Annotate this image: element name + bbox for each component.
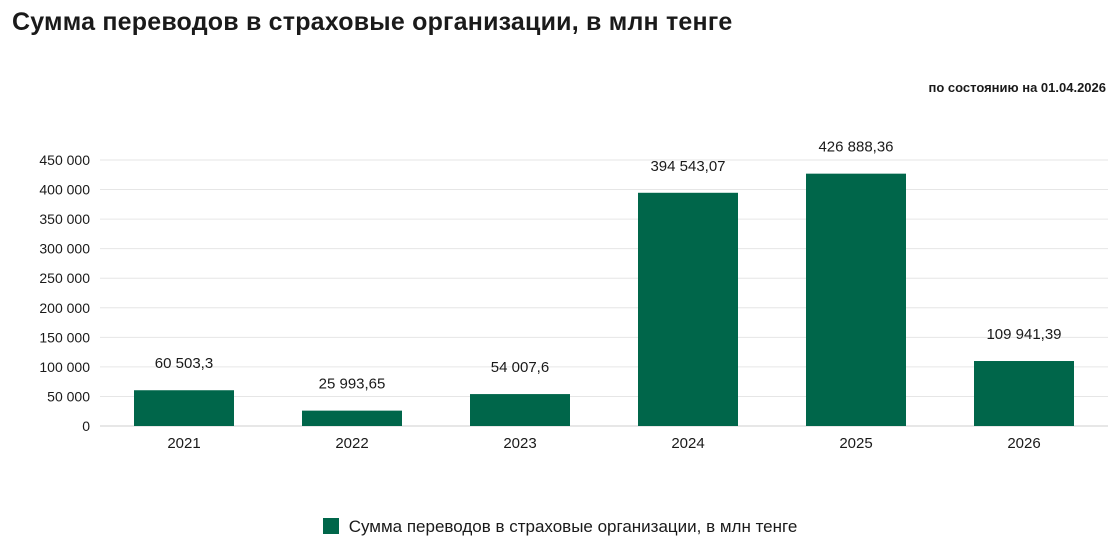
legend[interactable]: Сумма переводов в страховые организации,… <box>0 517 1120 537</box>
y-tick-label: 450 000 <box>39 152 90 168</box>
chart-title: Сумма переводов в страховые организации,… <box>12 8 733 36</box>
x-tick-label: 2021 <box>167 435 200 452</box>
bar-2025[interactable] <box>806 173 906 426</box>
y-tick-label: 250 000 <box>39 270 90 286</box>
x-tick-label: 2023 <box>503 435 536 452</box>
bar-2024[interactable] <box>638 192 738 426</box>
data-label: 109 941,39 <box>986 326 1061 343</box>
x-tick-label: 2026 <box>1007 435 1040 452</box>
y-tick-label: 100 000 <box>39 359 90 375</box>
x-tick-label: 2025 <box>839 435 872 452</box>
bar-2026[interactable] <box>974 361 1074 426</box>
x-axis-ticks: 2021 2022 2023 2024 2025 2026 <box>167 435 1040 452</box>
grid-lines <box>100 159 1108 427</box>
x-tick-label: 2024 <box>671 435 704 452</box>
data-label: 394 543,07 <box>650 158 725 175</box>
y-tick-label: 0 <box>82 418 90 434</box>
bar-2021[interactable] <box>134 390 234 426</box>
y-tick-label: 300 000 <box>39 241 90 257</box>
bars <box>134 173 1074 426</box>
y-tick-label: 400 000 <box>39 182 90 198</box>
legend-swatch <box>322 518 339 534</box>
y-axis-ticks: 0 50 000 100 000 150 000 200 000 250 000 300 0… <box>39 152 90 434</box>
as-of-date: по состоянию на 01.04.2026 <box>928 80 1107 95</box>
y-tick-label: 50 000 <box>47 388 90 404</box>
x-tick-label: 2022 <box>335 435 368 452</box>
data-label: 54 007,6 <box>491 359 549 376</box>
y-tick-label: 200 000 <box>39 300 90 316</box>
y-tick-label: 350 000 <box>39 211 90 227</box>
y-tick-label: 150 000 <box>39 329 90 345</box>
data-label: 60 503,3 <box>155 355 213 372</box>
data-label: 25 993,65 <box>319 376 386 393</box>
data-label: 426 888,36 <box>818 139 893 156</box>
bar-2023[interactable] <box>470 394 570 426</box>
bar-chart: 0 50 000 100 000 150 000 200 000 250 000 300 0… <box>39 139 1108 452</box>
legend-label: Сумма переводов в страховые организации,… <box>348 517 798 536</box>
bar-2022[interactable] <box>302 410 402 426</box>
data-labels: 60 503,3 25 993,65 54 007,6 394 543,07 426 8… <box>155 139 1062 393</box>
